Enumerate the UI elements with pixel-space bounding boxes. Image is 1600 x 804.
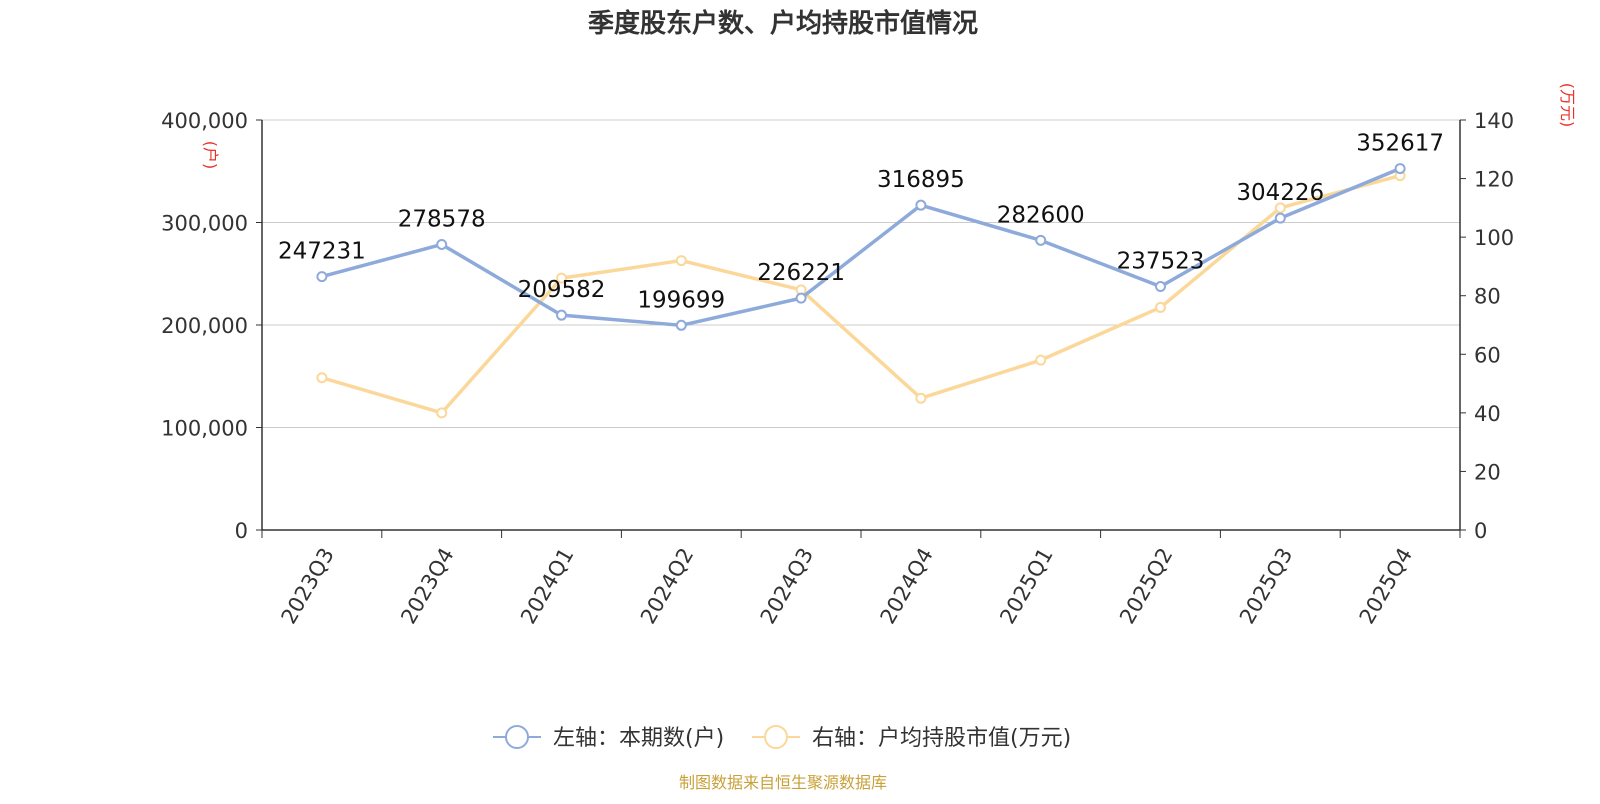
legend-label: 左轴：本期数(户) (553, 726, 724, 751)
series-line-right (321, 173, 1401, 415)
data-point-left (1035, 234, 1047, 246)
legend-marker (505, 725, 529, 749)
right-axis-tick-label: 0 (1474, 519, 1487, 543)
right-axis-tick-label: 60 (1474, 343, 1501, 367)
right-axis-unit-label: (万元) (1558, 83, 1577, 128)
data-point-left (675, 319, 687, 331)
data-point-right (1155, 301, 1166, 313)
axes-layer: 0 100,000 200,000 300,000 400,000 0 20 40 60 80 10… (161, 83, 1577, 628)
data-label: 304226 (1236, 180, 1324, 206)
data-point-left (436, 238, 448, 250)
grid-layer (262, 119, 1460, 428)
right-axis-tick-label: 140 (1474, 109, 1514, 133)
data-label: 282600 (997, 202, 1085, 228)
x-axis-tick-label: 2024Q2 (636, 544, 698, 628)
x-axis-tick-label: 2023Q4 (396, 544, 458, 628)
x-axis-tick-label: 2024Q1 (516, 544, 578, 628)
data-label: 247231 (278, 239, 366, 265)
data-point-right (316, 372, 328, 384)
right-axis-tick-label: 80 (1474, 285, 1501, 309)
data-label: 209582 (518, 277, 606, 303)
data-label: 278578 (398, 206, 486, 232)
data-point-right (1274, 202, 1286, 214)
chart-title: 季度股东户数、户均持股市值情况 (588, 8, 978, 39)
left-axis-tick-label: 300,000 (161, 212, 248, 236)
x-axis-tick-label: 2025Q3 (1235, 544, 1297, 628)
x-axis-tick-label: 2025Q4 (1355, 544, 1417, 628)
series-line-left (321, 166, 1401, 328)
data-label: 316895 (877, 167, 965, 193)
data-point-left (556, 309, 567, 321)
left-axis-tick-label: 100,000 (161, 417, 248, 441)
data-point-right (556, 272, 567, 284)
data-point-left (316, 271, 328, 283)
legend-label: 右轴：户均持股市值(万元) (812, 726, 1071, 751)
data-point-left (1274, 212, 1286, 224)
left-axis-tick-label: 200,000 (161, 314, 248, 338)
x-axis-tick-label: 2024Q3 (756, 544, 818, 628)
right-axis-tick-label: 100 (1474, 226, 1514, 250)
labels-layer: 247231 278578 209582 199699 226221 316895 2826… (278, 131, 1444, 314)
x-axis-tick-label: 2025Q2 (1115, 544, 1177, 628)
data-label: 199699 (637, 287, 725, 313)
data-point-left (1394, 163, 1406, 175)
legend-marker (764, 725, 788, 749)
x-axis-tick-label: 2023Q3 (277, 544, 339, 628)
right-axis-tick-label: 20 (1474, 460, 1501, 484)
right-axis-tick-label: 40 (1474, 402, 1501, 426)
legend[interactable]: 左轴：本期数(户) 右轴：户均持股市值(万元) (493, 725, 1071, 751)
series-layer (316, 163, 1406, 419)
data-label: 352617 (1356, 131, 1444, 157)
data-point-right (1035, 354, 1047, 366)
data-label: 226221 (757, 260, 845, 286)
data-point-left (795, 292, 807, 304)
data-point-right (675, 255, 687, 267)
data-label: 237523 (1117, 249, 1205, 275)
x-axis-tick-label: 2025Q1 (995, 544, 1057, 628)
left-axis-tick-label: 0 (235, 519, 248, 543)
source-note: 制图数据来自恒生聚源数据库 (679, 773, 887, 792)
left-axis-unit-label: (户) (201, 141, 220, 170)
x-axis-tick-label: 2024Q4 (876, 544, 938, 628)
data-point-left (1155, 281, 1166, 293)
data-point-right (915, 392, 927, 404)
right-axis-tick-label: 120 (1474, 168, 1514, 192)
data-point-left (915, 199, 927, 211)
left-axis-tick-label: 400,000 (161, 109, 248, 133)
data-point-right (436, 407, 448, 419)
